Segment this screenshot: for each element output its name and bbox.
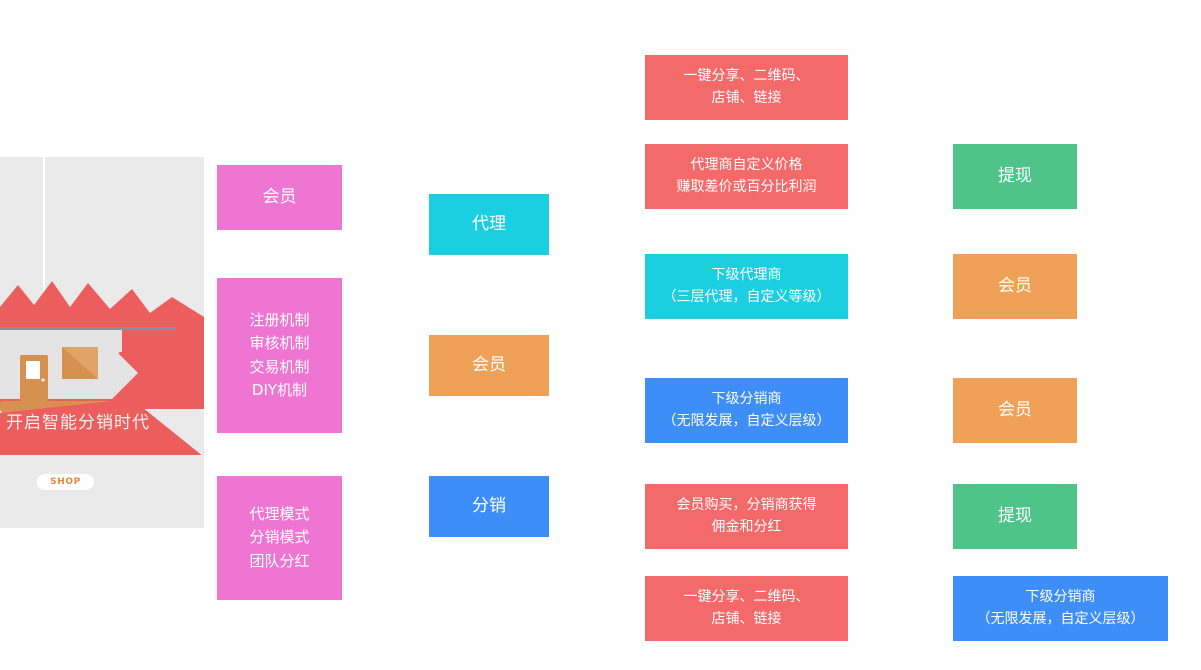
ground-block [0,455,204,528]
node-label: 会员 [998,400,1032,421]
node-label: 一键分享、二维码、 店铺、链接 [683,588,810,627]
node-label: 提现 [998,506,1032,527]
node-membership-m2[interactable]: 注册机制 审核机制 交易机制 DIY机制 [217,278,342,433]
node-label: 下级分销商 （无限发展，自定义层级） [662,390,831,429]
node-outcomes-o4[interactable]: 提现 [953,484,1077,549]
node-roles-r3[interactable]: 分销 [429,476,549,537]
node-label: 注册机制 审核机制 交易机制 DIY机制 [249,311,310,399]
node-label: 一键分享、二维码、 店铺、链接 [683,67,810,106]
node-label: 代理 [472,214,506,235]
node-outcomes-o1[interactable]: 提现 [953,144,1077,209]
shop-badge: SHOP [37,474,94,490]
node-features-f6[interactable]: 一键分享、二维码、 店铺、链接 [645,576,848,641]
node-outcomes-o2[interactable]: 会员 [953,254,1077,319]
node-features-f5[interactable]: 会员购买，分销商获得 佣金和分红 [645,484,848,549]
illustration-caption: 开启智能分销时代 [6,413,150,433]
node-label: 下级代理商 （三层代理，自定义等级） [662,266,831,305]
shop-window-highlight [62,347,98,379]
illustration-panel: SHOP 开启智能分销时代 [0,157,204,528]
node-label: 会员 [472,355,506,376]
node-label: 下级分销商 （无限发展，自定义层级） [976,588,1145,627]
node-membership-m1[interactable]: 会员 [217,165,342,230]
node-label: 代理模式 分销模式 团队分红 [249,505,310,570]
shop-door-knob [41,378,45,382]
node-roles-r1[interactable]: 代理 [429,194,549,255]
node-label: 会员 [262,187,297,208]
shop-rail [0,327,176,330]
node-outcomes-o3[interactable]: 会员 [953,378,1077,443]
red-base [0,413,170,455]
node-features-f2[interactable]: 代理商自定义价格 赚取差价或百分比利润 [645,144,848,209]
shop-door-glass [26,361,40,379]
node-label: 会员 [998,276,1032,297]
node-membership-m3[interactable]: 代理模式 分销模式 团队分红 [217,476,342,600]
node-roles-r2[interactable]: 会员 [429,335,549,396]
node-features-f3[interactable]: 下级代理商 （三层代理，自定义等级） [645,254,848,319]
node-features-f1[interactable]: 一键分享、二维码、 店铺、链接 [645,55,848,120]
node-outcomes-o5[interactable]: 下级分销商 （无限发展，自定义层级） [953,576,1168,641]
node-label: 分销 [472,496,506,517]
storefront-illustration [0,281,204,528]
node-features-f4[interactable]: 下级分销商 （无限发展，自定义层级） [645,378,848,443]
node-label: 会员购买，分销商获得 佣金和分红 [676,496,817,535]
node-label: 提现 [998,166,1032,187]
node-label: 代理商自定义价格 赚取差价或百分比利润 [676,156,817,195]
